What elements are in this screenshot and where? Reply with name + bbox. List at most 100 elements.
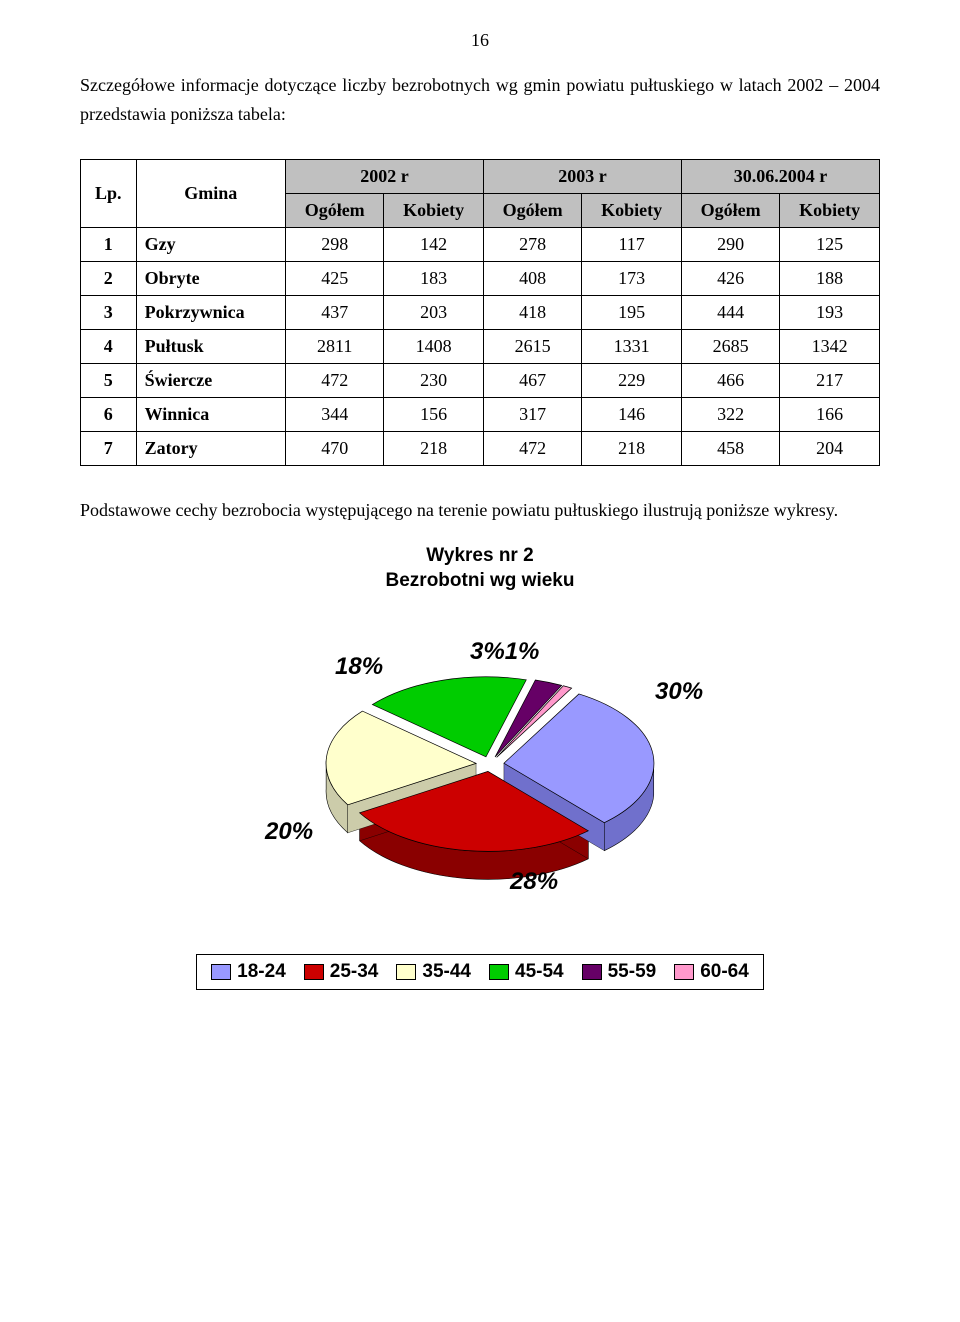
cell-value: 173 — [582, 261, 682, 295]
cell-value: 467 — [483, 363, 581, 397]
th-year-1: 2003 r — [483, 159, 681, 193]
legend-label: 60-64 — [700, 961, 749, 983]
legend-swatch — [489, 964, 509, 980]
pie-label: 30% — [655, 678, 703, 705]
th-sub-4: Ogółem — [681, 193, 779, 227]
cell-value: 444 — [681, 295, 779, 329]
legend-label: 18-24 — [237, 961, 286, 983]
cell-name: Winnica — [136, 397, 285, 431]
cell-lp: 7 — [81, 431, 137, 465]
th-year-2: 30.06.2004 r — [681, 159, 879, 193]
chart-title: Wykres nr 2 Bezrobotni wg wieku — [80, 544, 880, 593]
legend-item: 35-44 — [396, 961, 471, 983]
intro-paragraph: Szczegółowe informacje dotyczące liczby … — [80, 71, 880, 129]
pie-label: 28% — [509, 868, 558, 895]
cell-value: 458 — [681, 431, 779, 465]
legend-swatch — [304, 964, 324, 980]
cell-value: 408 — [483, 261, 581, 295]
legend-item: 18-24 — [211, 961, 286, 983]
table-row: 1Gzy298142278117290125 — [81, 227, 880, 261]
th-sub-3: Kobiety — [582, 193, 682, 227]
cell-value: 218 — [582, 431, 682, 465]
cell-value: 217 — [780, 363, 880, 397]
legend-item: 25-34 — [304, 961, 379, 983]
cell-name: Świercze — [136, 363, 285, 397]
cell-value: 466 — [681, 363, 779, 397]
cell-value: 2685 — [681, 329, 779, 363]
cell-value: 2615 — [483, 329, 581, 363]
table-row: 7Zatory470218472218458204 — [81, 431, 880, 465]
cell-value: 142 — [384, 227, 484, 261]
cell-value: 117 — [582, 227, 682, 261]
legend-item: 60-64 — [674, 961, 749, 983]
cell-value: 298 — [286, 227, 384, 261]
pie-label: 18% — [335, 653, 383, 680]
cell-value: 1408 — [384, 329, 484, 363]
page-number: 16 — [80, 30, 880, 51]
table-row: 4Pułtusk281114082615133126851342 — [81, 329, 880, 363]
cell-value: 156 — [384, 397, 484, 431]
legend-swatch — [582, 964, 602, 980]
cell-value: 344 — [286, 397, 384, 431]
cell-lp: 2 — [81, 261, 137, 295]
table-row: 2Obryte425183408173426188 — [81, 261, 880, 295]
legend-label: 35-44 — [422, 961, 471, 983]
chart-legend: 18-24 25-34 35-44 45-54 55-59 60-64 — [196, 954, 764, 990]
cell-lp: 6 — [81, 397, 137, 431]
cell-lp: 4 — [81, 329, 137, 363]
cell-value: 193 — [780, 295, 880, 329]
legend-label: 45-54 — [515, 961, 564, 983]
cell-value: 2811 — [286, 329, 384, 363]
cell-value: 229 — [582, 363, 682, 397]
cell-lp: 5 — [81, 363, 137, 397]
cell-value: 166 — [780, 397, 880, 431]
cell-name: Obryte — [136, 261, 285, 295]
chart-title-line2: Bezrobotni wg wieku — [386, 570, 575, 591]
cell-value: 183 — [384, 261, 484, 295]
th-sub-5: Kobiety — [780, 193, 880, 227]
table-row: 6Winnica344156317146322166 — [81, 397, 880, 431]
legend-swatch — [674, 964, 694, 980]
chart-title-line1: Wykres nr 2 — [426, 545, 533, 566]
cell-value: 472 — [286, 363, 384, 397]
cell-value: 218 — [384, 431, 484, 465]
legend-item: 55-59 — [582, 961, 657, 983]
legend-swatch — [396, 964, 416, 980]
pie-chart: 18%3%1%30%28%20% — [210, 604, 750, 924]
cell-value: 1331 — [582, 329, 682, 363]
cell-value: 188 — [780, 261, 880, 295]
th-sub-2: Ogółem — [483, 193, 581, 227]
cell-value: 203 — [384, 295, 484, 329]
cell-name: Pułtusk — [136, 329, 285, 363]
th-lp: Lp. — [81, 159, 137, 227]
unemployment-table: Lp. Gmina 2002 r 2003 r 30.06.2004 r Ogó… — [80, 159, 880, 466]
legend-item: 45-54 — [489, 961, 564, 983]
cell-value: 290 — [681, 227, 779, 261]
cell-value: 472 — [483, 431, 581, 465]
th-gmina: Gmina — [136, 159, 285, 227]
cell-name: Gzy — [136, 227, 285, 261]
cell-value: 425 — [286, 261, 384, 295]
cell-value: 230 — [384, 363, 484, 397]
cell-lp: 3 — [81, 295, 137, 329]
cell-value: 317 — [483, 397, 581, 431]
cell-lp: 1 — [81, 227, 137, 261]
cell-value: 418 — [483, 295, 581, 329]
th-year-0: 2002 r — [286, 159, 484, 193]
table-row: 3Pokrzywnica437203418195444193 — [81, 295, 880, 329]
cell-value: 322 — [681, 397, 779, 431]
cell-value: 204 — [780, 431, 880, 465]
cell-value: 195 — [582, 295, 682, 329]
legend-label: 25-34 — [330, 961, 379, 983]
legend-label: 55-59 — [608, 961, 657, 983]
cell-value: 426 — [681, 261, 779, 295]
mid-paragraph: Podstawowe cechy bezrobocia występująceg… — [80, 496, 880, 525]
legend-swatch — [211, 964, 231, 980]
cell-value: 125 — [780, 227, 880, 261]
cell-value: 146 — [582, 397, 682, 431]
table-row: 5Świercze472230467229466217 — [81, 363, 880, 397]
pie-label: 20% — [264, 818, 313, 845]
cell-value: 437 — [286, 295, 384, 329]
cell-value: 1342 — [780, 329, 880, 363]
th-sub-0: Ogółem — [286, 193, 384, 227]
